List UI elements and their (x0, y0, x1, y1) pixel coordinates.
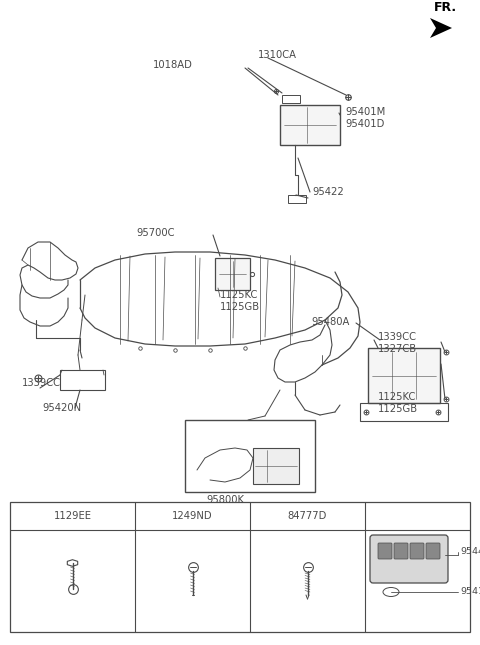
Bar (360, 403, 448, 421)
Text: 1339CC: 1339CC (22, 378, 61, 388)
Text: 95401D: 95401D (345, 119, 384, 129)
Text: FR.: FR. (434, 1, 457, 14)
Text: 95420N: 95420N (42, 403, 81, 413)
FancyBboxPatch shape (394, 543, 408, 559)
Text: 1249ND: 1249ND (172, 511, 213, 521)
Bar (368, 348, 440, 403)
Bar (10, 502, 470, 632)
FancyBboxPatch shape (426, 543, 440, 559)
FancyBboxPatch shape (370, 535, 448, 583)
Bar (185, 420, 315, 492)
Text: 1327CB: 1327CB (378, 344, 417, 354)
Text: 95700C: 95700C (136, 228, 175, 238)
Bar (280, 105, 340, 145)
Text: 95401M: 95401M (345, 107, 385, 117)
Text: 95413A: 95413A (460, 588, 480, 597)
Text: 84777D: 84777D (288, 511, 327, 521)
FancyBboxPatch shape (378, 543, 392, 559)
Text: 95480A: 95480A (312, 317, 350, 327)
Text: 1018AD: 1018AD (153, 60, 193, 70)
Text: 95422: 95422 (312, 187, 344, 197)
Text: 1339CC: 1339CC (378, 332, 417, 342)
Text: 1125GB: 1125GB (220, 302, 260, 312)
FancyBboxPatch shape (410, 543, 424, 559)
Bar (288, 195, 306, 203)
Bar (253, 448, 299, 484)
Text: 1125KC: 1125KC (378, 392, 416, 402)
Text: 1125KC: 1125KC (220, 290, 258, 300)
Text: 1125GB: 1125GB (378, 404, 418, 414)
Polygon shape (430, 18, 452, 38)
Bar (282, 95, 300, 103)
Text: 1129EE: 1129EE (53, 511, 92, 521)
Text: 1310CA: 1310CA (258, 50, 297, 60)
Text: 95800K: 95800K (206, 495, 244, 505)
Text: 95440K: 95440K (460, 548, 480, 557)
Bar (60, 370, 105, 390)
Bar (215, 258, 250, 290)
